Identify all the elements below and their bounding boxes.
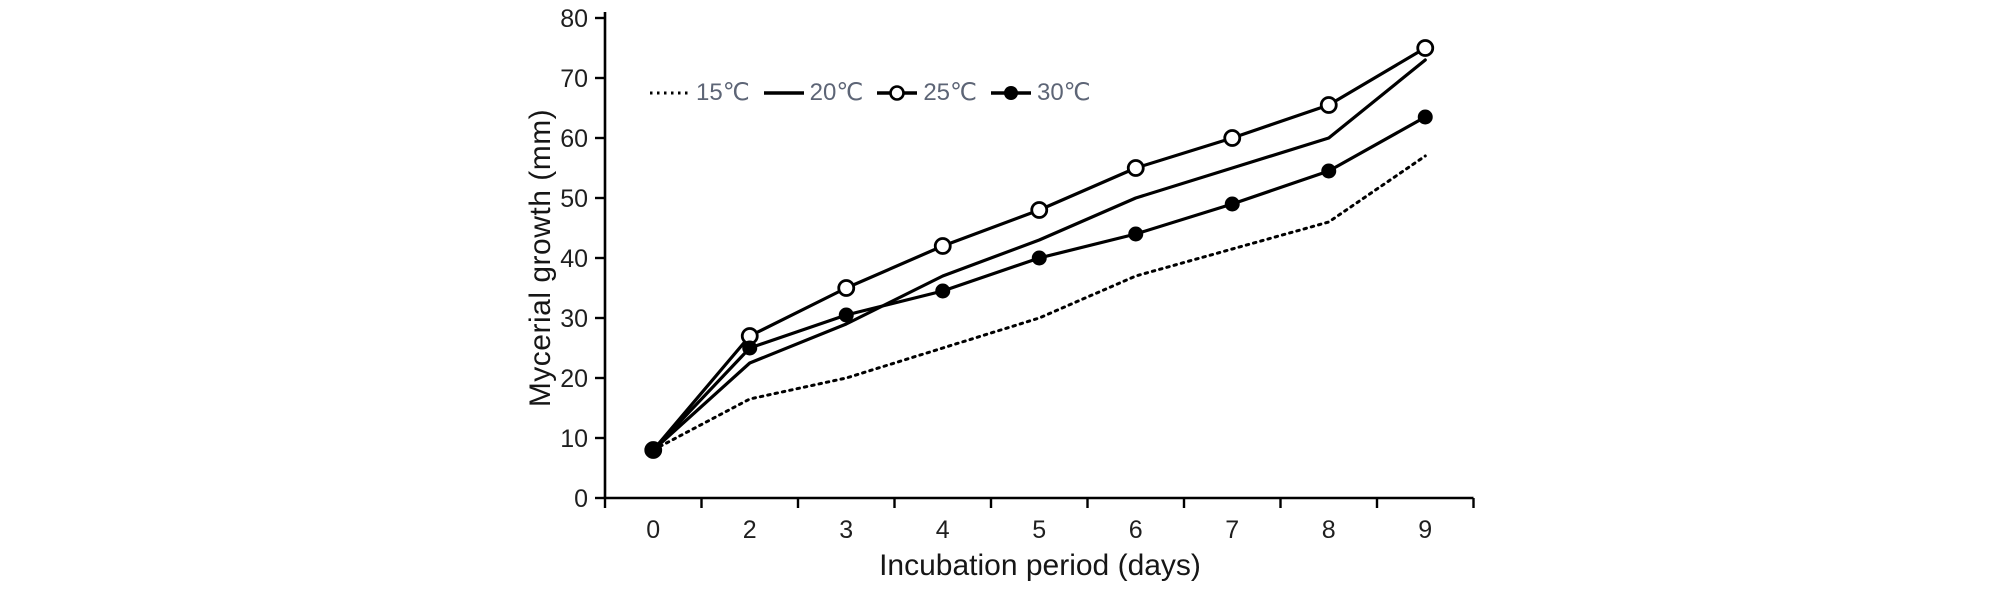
data-point-filled-30c [935, 283, 951, 299]
x-axis-title: Incubation period (days) [879, 549, 1201, 582]
data-point-open-25c [933, 237, 952, 255]
legend-swatch-dotted-line-icon [650, 91, 690, 94]
data-point-filled-30c [1128, 226, 1144, 242]
x-tick-label: 5 [1032, 516, 1046, 544]
y-tick-label: 10 [560, 425, 588, 453]
series-line-30c [651, 115, 1427, 452]
data-point-open-25c [1030, 201, 1049, 219]
x-tick-label: 0 [646, 516, 660, 544]
legend-label-15c: 15℃ [696, 79, 750, 106]
x-tick-label: 8 [1322, 516, 1336, 544]
data-point-filled-30c [838, 307, 854, 323]
data-point-open-25c [1223, 129, 1242, 147]
legend-swatch-filled-circle-icon [990, 85, 1031, 100]
y-tick-label: 70 [560, 65, 588, 93]
data-point-open-25c [1126, 159, 1145, 177]
series-line-20c [651, 58, 1427, 452]
y-tick-label: 80 [560, 5, 588, 33]
y-tick-label: 50 [560, 185, 588, 213]
data-point-filled-30c [1417, 109, 1433, 125]
legend-item-20c: 20℃ [762, 78, 864, 107]
data-point-filled-30c [742, 340, 758, 356]
data-point-filled-30c [1224, 196, 1240, 212]
x-tick-label: 2 [743, 516, 757, 544]
legend-label-30c: 30℃ [1036, 79, 1091, 106]
legend-item-30c: 30℃ [989, 78, 1091, 107]
x-tick-label: 3 [839, 516, 853, 544]
legend-label-20c: 20℃ [809, 79, 864, 106]
y-tick-label: 20 [560, 365, 588, 393]
series-line-25c [651, 46, 1427, 452]
legend-label-25c: 25℃ [923, 79, 977, 106]
y-tick-label: 0 [574, 485, 588, 513]
series-line-15c [651, 154, 1427, 452]
x-tick-label: 4 [936, 516, 950, 544]
x-tick-label: 6 [1129, 516, 1143, 544]
x-tick-label: 9 [1418, 516, 1432, 544]
legend-swatch-solid-line-icon [763, 90, 804, 95]
chart-legend: 15℃ 20℃ 25℃ 30℃ [648, 78, 1091, 107]
legend-item-25c: 25℃ [875, 78, 977, 107]
data-point-open-25c [1416, 39, 1435, 57]
y-tick-label: 40 [560, 245, 588, 273]
data-point-filled-30c [645, 442, 661, 458]
legend-swatch-open-circle-icon [877, 84, 918, 101]
y-axis-title: Mycerial growth (mm) [524, 108, 557, 408]
y-tick-label: 60 [560, 125, 588, 153]
x-tick-label: 7 [1225, 516, 1239, 544]
legend-item-15c: 15℃ [648, 78, 750, 107]
y-tick-label: 30 [560, 305, 588, 333]
data-point-open-25c [1319, 96, 1338, 114]
data-point-filled-30c [1031, 250, 1047, 266]
data-point-filled-30c [1321, 163, 1337, 179]
data-point-open-25c [837, 279, 856, 297]
